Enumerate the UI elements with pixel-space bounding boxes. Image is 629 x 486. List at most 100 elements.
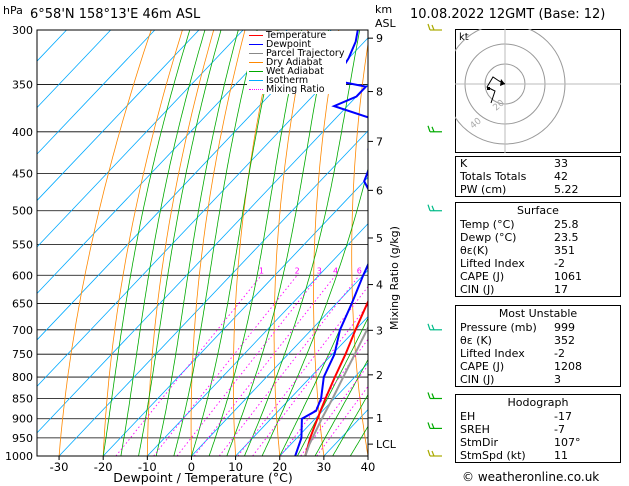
index-row: θε(K) 351 (456, 244, 620, 257)
pressure-tick-label: 950 (12, 432, 33, 445)
legend-swatch (249, 89, 263, 90)
index-value: 42 (554, 170, 568, 183)
surface-box: Surface Temp (°C) 25.8 Dewp (°C) 23.5 θε(K) 3… (455, 202, 621, 297)
pressure-tick-label: 600 (12, 269, 33, 282)
legend-label: Isotherm (266, 75, 309, 86)
legend-swatch (249, 71, 263, 72)
index-value: 5.22 (554, 183, 579, 196)
mixing-ratio-line (218, 275, 360, 456)
dry-adiabat (313, 30, 340, 456)
legend-swatch (249, 53, 263, 54)
legend-label: Wet Adiabat (266, 66, 324, 77)
mixing-ratio-line (193, 275, 336, 456)
index-row: Pressure (mb) 999 (456, 321, 620, 334)
mixing-ratio-line (252, 303, 368, 456)
legend-label: Mixing Ratio (266, 84, 325, 95)
wind-barb (427, 422, 442, 430)
pressure-tick-label: 800 (12, 371, 33, 384)
profile-parcel-trajectory (304, 325, 368, 456)
wind-barb (427, 125, 442, 133)
index-label: θε(K) (460, 244, 489, 257)
legend-swatch (249, 62, 263, 63)
surface-title: Surface (517, 204, 559, 217)
legend-label: Temperature (266, 30, 327, 41)
isotherm (279, 362, 368, 456)
mixing-ratio-label: 15 (412, 266, 422, 275)
isotherm (37, 83, 368, 434)
x-tick-label: 20 (272, 460, 287, 474)
profile-temperature (304, 299, 368, 456)
x-axis-title: Dewpoint / Temperature (°C) (113, 470, 292, 485)
mixing-ratio-label: 6 (357, 266, 362, 275)
wet-adiabat (208, 30, 303, 456)
index-label: PW (cm) (460, 183, 507, 196)
km-tick-label: 5 (376, 232, 383, 245)
isotherm (147, 223, 368, 456)
index-value: 25.8 (554, 218, 579, 231)
mixing-ratio-label: 4 (333, 266, 338, 275)
mixing-ratio-label: 1 (259, 266, 264, 275)
index-value: -17 (554, 410, 572, 423)
asl-unit-label: ASL (375, 17, 396, 30)
wind-barb (427, 449, 442, 457)
index-row: θε (K) 352 (456, 334, 620, 347)
x-tick-label: 10 (228, 460, 243, 474)
pressure-tick-label: 650 (12, 298, 33, 311)
index-label: Pressure (mb) (460, 321, 537, 334)
copyright-link[interactable]: © weatheronline.co.uk (462, 470, 600, 484)
pressure-tick-label: 300 (12, 24, 33, 37)
legend: Temperature Dewpoint Parcel Trajectory Dry … (247, 30, 347, 94)
dry-adiabat (102, 30, 183, 456)
pressure-tick-label: 500 (12, 205, 33, 218)
legend-item: Mixing Ratio (249, 85, 344, 94)
wet-adiabat (226, 30, 330, 456)
legend-swatch (249, 44, 263, 45)
pressure-tick-label: 850 (12, 392, 33, 405)
x-tick-label: 30 (317, 460, 332, 474)
wet-adiabat (314, 358, 368, 456)
plot-frame (36, 29, 369, 457)
index-label: K (460, 157, 468, 170)
index-value: 352 (554, 334, 575, 347)
mixing-ratio-label: 3 (317, 266, 322, 275)
km-tick-label: 9 (376, 32, 383, 45)
x-tick-label: 40 (361, 460, 376, 474)
isotherm (58, 130, 368, 456)
wet-adiabat (155, 30, 239, 456)
index-row: Temp (°C) 25.8 (456, 218, 620, 231)
mixing-ratio-axis-title: Mixing Ratio (g/kg) (388, 226, 401, 330)
dry-adiabat (232, 30, 277, 456)
index-row: StmSpd (kt) 11 (456, 449, 620, 462)
wind-barb (427, 204, 442, 212)
isotherm (37, 30, 288, 294)
index-label: CAPE (J) (460, 360, 505, 373)
index-label: StmSpd (kt) (460, 449, 526, 462)
hpa-unit-label: hPa (3, 4, 23, 17)
isotherm (235, 316, 368, 456)
hodograph-panel: kt 20 40 (455, 29, 621, 153)
km-tick-label: 6 (376, 184, 383, 197)
index-label: CIN (J) (460, 283, 495, 296)
legend-item: Dewpoint (249, 40, 344, 49)
index-row: CAPE (J) 1061 (456, 270, 620, 283)
index-value: 33 (554, 157, 568, 170)
profile-dewpoint (294, 30, 368, 456)
wind-barb (427, 392, 442, 400)
legend-swatch (249, 80, 263, 81)
dry-adiabat (190, 30, 246, 456)
legend-item: Isotherm (249, 76, 344, 85)
pressure-tick-label: 700 (12, 324, 33, 337)
isotherm (37, 30, 244, 248)
hodograph-index-title: Hodograph (507, 396, 569, 409)
legend-item: Wet Adiabat (249, 67, 344, 76)
index-row: K 33 (456, 157, 620, 170)
km-unit-label: km (375, 3, 393, 16)
x-tick-label: -30 (50, 460, 69, 474)
index-label: CIN (J) (460, 373, 495, 386)
index-value: 999 (554, 321, 575, 334)
x-tick-label: -10 (138, 460, 157, 474)
mixing-ratio-line (176, 275, 320, 456)
legend-label: Dewpoint (266, 39, 312, 50)
wet-adiabat (261, 166, 368, 456)
hodograph-index-box: Hodograph EH -17 SREH -7 StmDir 107° StmSpd (k… (455, 394, 621, 463)
